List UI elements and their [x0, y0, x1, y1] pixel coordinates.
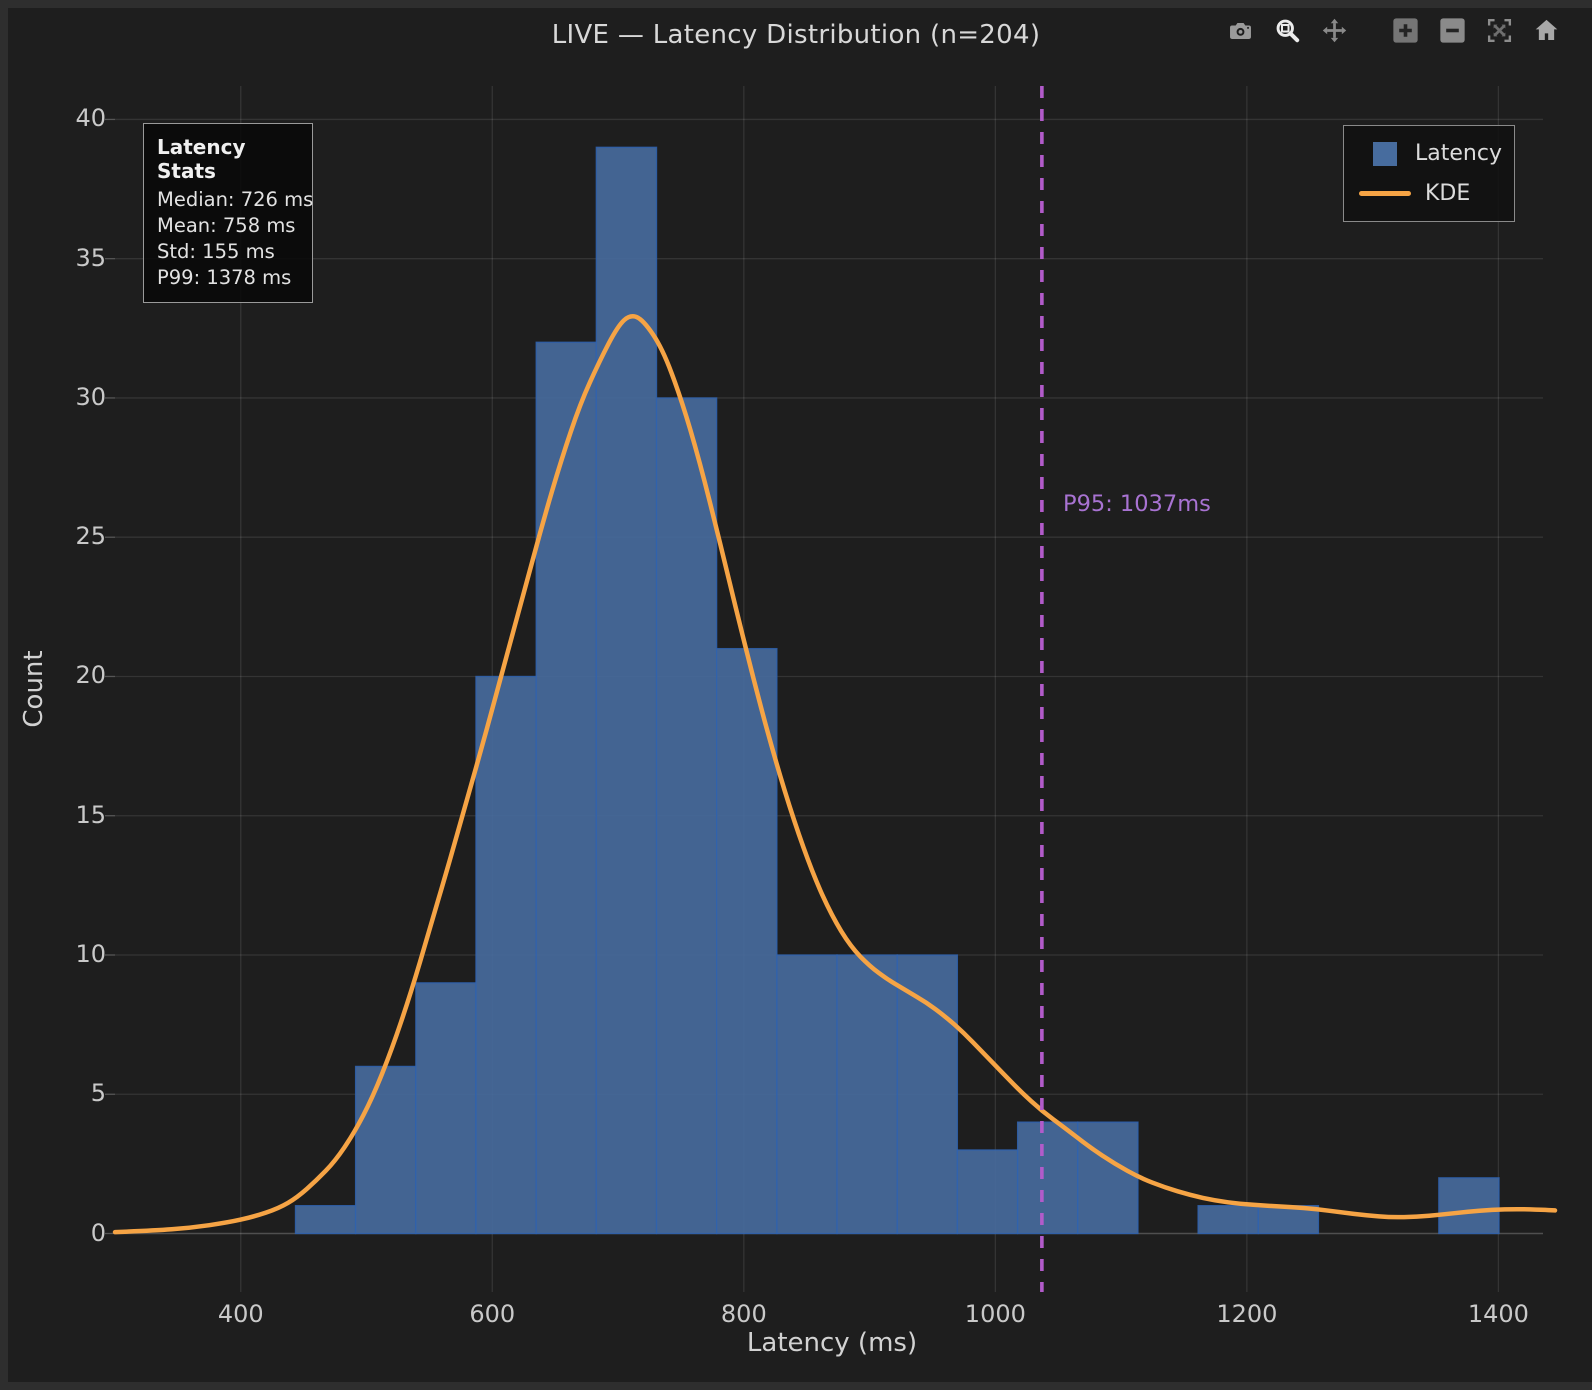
pan-tool-button[interactable]: [1318, 14, 1350, 46]
legend-item-latency[interactable]: Latency: [1344, 139, 1514, 169]
y-tick-label: 0: [90, 1218, 106, 1247]
legend-item-kde[interactable]: KDE: [1344, 179, 1514, 209]
reset-axes-button[interactable]: [1530, 14, 1562, 46]
stat-mean: Mean: 758 ms: [157, 214, 296, 237]
autoscale-button[interactable]: [1483, 14, 1515, 46]
y-tick-label: 15: [75, 800, 106, 829]
x-tick-label: 1000: [964, 1300, 1026, 1328]
x-tick-label: 400: [217, 1300, 264, 1328]
modebar: [1224, 14, 1562, 46]
x-axis-title: Latency (ms): [746, 1328, 918, 1358]
y-tick-label: 35: [75, 243, 106, 272]
home-icon: [1535, 19, 1557, 40]
stat-std: Std: 155 ms: [157, 240, 275, 263]
zoom-tool-button[interactable]: [1271, 14, 1303, 46]
histogram-bars: [294, 146, 1500, 1235]
y-tick-label: 20: [75, 661, 106, 690]
y-tick-label: 10: [75, 939, 106, 968]
legend-label-kde: KDE: [1425, 181, 1471, 206]
x-tick-label: 1200: [1216, 1300, 1278, 1328]
camera-icon: [1229, 22, 1251, 39]
x-tick-label: 600: [469, 1300, 516, 1328]
download-png-button[interactable]: [1224, 14, 1256, 46]
y-tick-label: 40: [75, 104, 106, 133]
x-tick-label: 800: [720, 1300, 767, 1328]
chart-title: LIVE — Latency Distribution (n=204): [551, 20, 1041, 50]
plus-square-icon: [1392, 17, 1418, 43]
x-tick-label: 1400: [1467, 1300, 1529, 1328]
autoscale-icon: [1487, 18, 1511, 42]
kde-curve: [112, 314, 1558, 1235]
plot-canvas[interactable]: [115, 86, 1555, 1292]
legend-label-latency: Latency: [1415, 141, 1502, 166]
y-tick-label: 25: [75, 522, 106, 551]
stat-p99: P99: 1378 ms: [157, 266, 292, 289]
y-tick-label: 30: [75, 382, 106, 411]
y-tick-label: 5: [90, 1079, 106, 1108]
stat-median: Median: 726 ms: [157, 188, 314, 211]
zoom-icon: [1276, 19, 1299, 42]
minus-square-icon: [1439, 17, 1465, 43]
pan-icon: [1322, 18, 1346, 42]
legend: Latency KDE: [1343, 125, 1515, 222]
stats-box-title: Latency Stats: [157, 135, 246, 183]
zoom-in-button[interactable]: [1389, 14, 1421, 46]
zoom-out-button[interactable]: [1436, 14, 1468, 46]
p95-annotation: P95: 1037ms: [1063, 491, 1211, 517]
kde-swatch-icon: [1359, 191, 1411, 196]
latency-swatch-icon: [1373, 141, 1397, 166]
stats-box: Latency Stats Median: 726 ms Mean: 758 m…: [143, 123, 313, 303]
